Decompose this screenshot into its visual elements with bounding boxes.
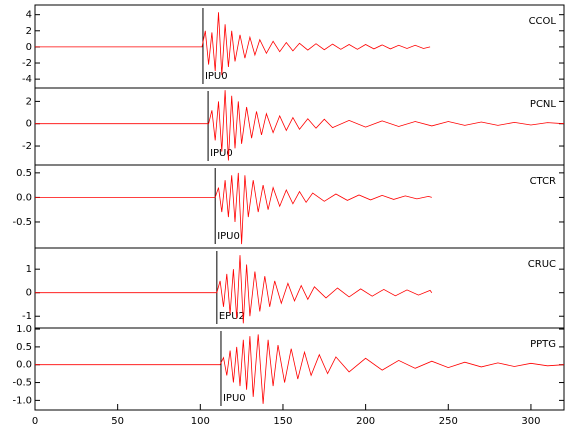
y-tick-label: 1 <box>26 264 32 275</box>
x-tick-label: 300 <box>521 416 540 427</box>
station-label: PCNL <box>530 99 556 110</box>
waveform <box>35 334 565 404</box>
y-tick-label: 1.0 <box>16 324 32 335</box>
x-tick-label: 200 <box>356 416 375 427</box>
y-tick-label: -2 <box>22 58 32 69</box>
waveform <box>35 90 565 161</box>
panel-frame <box>34 87 565 166</box>
station-label: CRUC <box>528 259 556 270</box>
y-tick-label: 0.5 <box>16 342 32 353</box>
y-tick-label: -1 <box>22 311 32 322</box>
station-label: PPTG <box>530 339 556 350</box>
pick-label: IPU0 <box>217 231 240 242</box>
panel-frame <box>34 327 565 411</box>
x-tick-label: 50 <box>111 416 124 427</box>
y-tick-label: -4 <box>22 74 32 85</box>
pick-label: IPU0 <box>205 71 228 82</box>
y-tick-label: 0.5 <box>16 168 32 179</box>
x-tick-label: 100 <box>191 416 210 427</box>
panel-frame <box>34 247 565 329</box>
y-tick-label: 2 <box>26 26 32 37</box>
y-tick-label: 0 <box>26 288 32 299</box>
y-tick-label: -0.5 <box>12 378 32 389</box>
y-tick-label: -0.5 <box>12 217 32 228</box>
y-tick-label: 0 <box>26 119 32 130</box>
y-tick-label: -1.0 <box>12 395 32 406</box>
x-tick-label: 250 <box>439 416 458 427</box>
pick-label: EPU2 <box>219 311 245 322</box>
y-tick-label: 4 <box>26 10 32 21</box>
y-tick-label: -2 <box>22 141 32 152</box>
y-tick-label: 0.0 <box>16 192 32 203</box>
x-tick-label: 150 <box>273 416 292 427</box>
waveform <box>35 172 432 245</box>
pick-label: IPU0 <box>210 148 233 159</box>
waveform <box>35 12 431 76</box>
y-tick-label: 0.0 <box>16 360 32 371</box>
station-label: CTCR <box>530 176 556 187</box>
y-tick-label: 0 <box>26 42 32 53</box>
station-label: CCOL <box>529 16 557 27</box>
pick-label: IPU0 <box>223 393 246 404</box>
y-tick-label: 2 <box>26 96 32 107</box>
waveform <box>35 255 433 324</box>
x-tick-label: 0 <box>32 416 38 427</box>
panel-frame <box>34 164 565 249</box>
